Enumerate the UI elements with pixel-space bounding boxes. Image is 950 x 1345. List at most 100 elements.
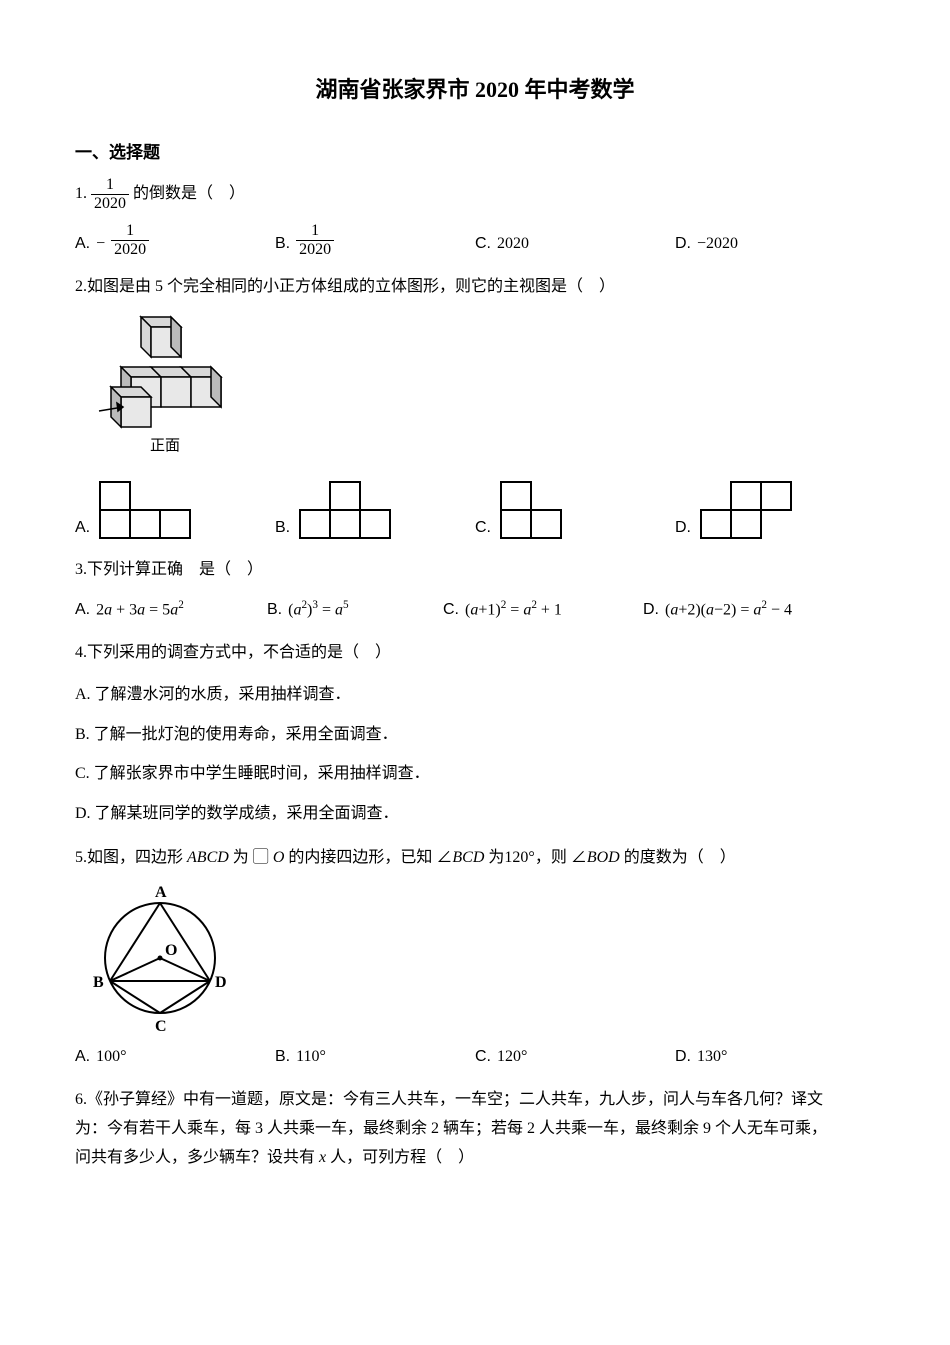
q5-option-c: C. 120° (475, 1043, 675, 1072)
q4-option-a: A. 了解澧水河的水质，采用抽样调查． (75, 678, 875, 712)
q5-option-d: D. 130° (675, 1043, 875, 1072)
q5-label-a: A. (75, 1043, 90, 1072)
q2-label-b: B. (275, 514, 290, 543)
q3-d-expr: (a+2)(a−2) = a2 − 4 (665, 595, 792, 625)
q6-l3b: 人，可列方程（ ） (326, 1149, 474, 1166)
q4-option-c: C. 了解张家界市中学生睡眠时间，采用抽样调查． (75, 757, 875, 791)
q5-abcd: ABCD (187, 849, 229, 866)
q5-d-val: 130° (697, 1043, 727, 1072)
q5-label-b: B. (275, 1043, 290, 1072)
q5-t5: ，则 ∠ (535, 849, 587, 866)
q1-option-c: C. 2020 (475, 230, 675, 259)
q6-line2: 为：今有若干人乘车，每 3 人共乘一车，最终剩余 2 辆车；若每 2 人共乘一车… (75, 1115, 875, 1144)
q6-line1: 6.《孙子算经》中有一道题，原文是：今有三人共车，一车空；二人共车，九人步，问人… (75, 1086, 875, 1115)
q2-c-icon (497, 478, 567, 542)
q5-t4: 为 (484, 849, 504, 866)
q2-figure: 正面 (95, 311, 875, 460)
q6-line3: 问共有多少人，多少辆车？设共有 x 人，可列方程（ ） (75, 1144, 875, 1173)
svg-text:A: A (155, 884, 167, 901)
q5-t1: 5.如图，四边形 (75, 849, 187, 866)
q5-option-b: B. 110° (275, 1043, 475, 1072)
q5-options: A. 100° B. 110° C. 120° D. 130° (75, 1043, 875, 1072)
q5-circle-icon: A O B D C (85, 883, 235, 1033)
q4-stem: 4.下列采用的调查方式中，不合适的是（ ） (75, 639, 875, 668)
q1-label-d: D. (675, 230, 691, 259)
q5-stem: 5.如图，四边形 ABCD 为 ▢ O 的内接四边形，已知 ∠BCD 为120°… (75, 844, 875, 873)
q5-O: O (273, 849, 285, 866)
q2-label-c: C. (475, 514, 491, 543)
q1-frac-den: 2020 (91, 195, 129, 213)
q5-bcd: BCD (452, 849, 484, 866)
q5-figure: A O B D C (85, 883, 875, 1033)
q1-c-val: 2020 (497, 230, 529, 259)
q1-frac-num: 1 (91, 176, 129, 195)
q3-label-b: B. (267, 596, 282, 625)
q3-option-c: C. (a+1)2 = a2 + 1 (443, 595, 643, 625)
q1-label-b: B. (275, 230, 290, 259)
q1-option-d: D. −2020 (675, 230, 875, 259)
q3-stem: 3.下列计算正确 是（ ） (75, 556, 875, 585)
q3-options: A. 2a + 3a = 5a2 B. (a2)3 = a5 C. (a+1)2… (75, 595, 875, 625)
q3-c-expr: (a+1)2 = a2 + 1 (465, 595, 562, 625)
page-title: 湖南省张家界市 2020 年中考数学 (75, 70, 875, 110)
q4-option-d: D. 了解某班同学的数学成绩，采用全面调查． (75, 797, 875, 831)
question-2: 2.如图是由 5 个完全相同的小正方体组成的立体图形，则它的主视图是（ ） (75, 273, 875, 543)
q1-option-a: A. − 1 2020 (75, 222, 275, 258)
q3-b-expr: (a2)3 = a5 (288, 595, 348, 625)
q2-label-a: A. (75, 514, 90, 543)
svg-text:O: O (165, 942, 177, 959)
q2-option-c: C. (475, 478, 675, 542)
q5-t2: 为 ▢ (229, 849, 273, 866)
q5-a-val: 100° (96, 1043, 126, 1072)
question-4: 4.下列采用的调查方式中，不合适的是（ ） A. 了解澧水河的水质，采用抽样调查… (75, 639, 875, 830)
q2-stem: 2.如图是由 5 个完全相同的小正方体组成的立体图形，则它的主视图是（ ） (75, 273, 875, 302)
q5-b-val: 110° (296, 1043, 326, 1072)
q1-b-den: 2020 (296, 241, 334, 259)
q5-bod: BOD (587, 849, 620, 866)
q1-a-neg: − (96, 230, 105, 259)
q3-option-a: A. 2a + 3a = 5a2 (75, 595, 267, 625)
q2-options: A. B. C. (75, 478, 875, 542)
q1-a-num: 1 (111, 222, 149, 241)
q4-option-b: B. 了解一批灯泡的使用寿命，采用全面调查． (75, 718, 875, 752)
q3-option-b: B. (a2)3 = a5 (267, 595, 443, 625)
q5-c-val: 120° (497, 1043, 527, 1072)
q3-a-expr: 2a + 3a = 5a2 (96, 595, 184, 625)
q1-b-num: 1 (296, 222, 334, 241)
q1-d-val: −2020 (697, 230, 738, 259)
q2-option-d: D. (675, 478, 875, 542)
question-1: 1. 1 2020 的倒数是（ ） A. − 1 2020 B. 1 2020 … (75, 176, 875, 258)
q5-t3: 的内接四边形，已知 ∠ (284, 849, 452, 866)
svg-text:B: B (93, 974, 104, 991)
q1-stem: 1. 1 2020 的倒数是（ ） (75, 176, 875, 212)
q5-label-c: C. (475, 1043, 491, 1072)
q2-label-d: D. (675, 514, 691, 543)
q3-option-d: D. (a+2)(a−2) = a2 − 4 (643, 595, 875, 625)
q5-t6: 的度数为（ ） (620, 849, 736, 866)
q3-label-d: D. (643, 596, 659, 625)
q1-label-c: C. (475, 230, 491, 259)
q1-number: 1. (75, 185, 87, 202)
question-5: 5.如图，四边形 ABCD 为 ▢ O 的内接四边形，已知 ∠BCD 为120°… (75, 844, 875, 1072)
q1-a-den: 2020 (111, 241, 149, 259)
question-6: 6.《孙子算经》中有一道题，原文是：今有三人共车，一车空；二人共车，九人步，问人… (75, 1086, 875, 1172)
svg-text:D: D (215, 974, 227, 991)
q2-d-icon (697, 478, 797, 542)
q2-a-icon (96, 478, 196, 542)
section-header-1: 一、选择题 (75, 138, 875, 169)
q2-b-icon (296, 478, 396, 542)
q3-label-c: C. (443, 596, 459, 625)
q2-3d-icon (95, 311, 235, 431)
q5-label-d: D. (675, 1043, 691, 1072)
q1-option-b: B. 1 2020 (275, 222, 475, 258)
q1-options: A. − 1 2020 B. 1 2020 C. 2020 D. −2020 (75, 222, 875, 258)
q2-caption: 正面 (95, 433, 235, 460)
q5-angle1: 120° (504, 849, 534, 866)
question-3: 3.下列计算正确 是（ ） A. 2a + 3a = 5a2 B. (a2)3 … (75, 556, 875, 625)
svg-text:C: C (155, 1018, 167, 1033)
q5-option-a: A. 100° (75, 1043, 275, 1072)
q1-fraction: 1 2020 (91, 176, 129, 212)
q1-b-frac: 1 2020 (296, 222, 334, 258)
q2-option-b: B. (275, 478, 475, 542)
q1-a-frac: 1 2020 (111, 222, 149, 258)
